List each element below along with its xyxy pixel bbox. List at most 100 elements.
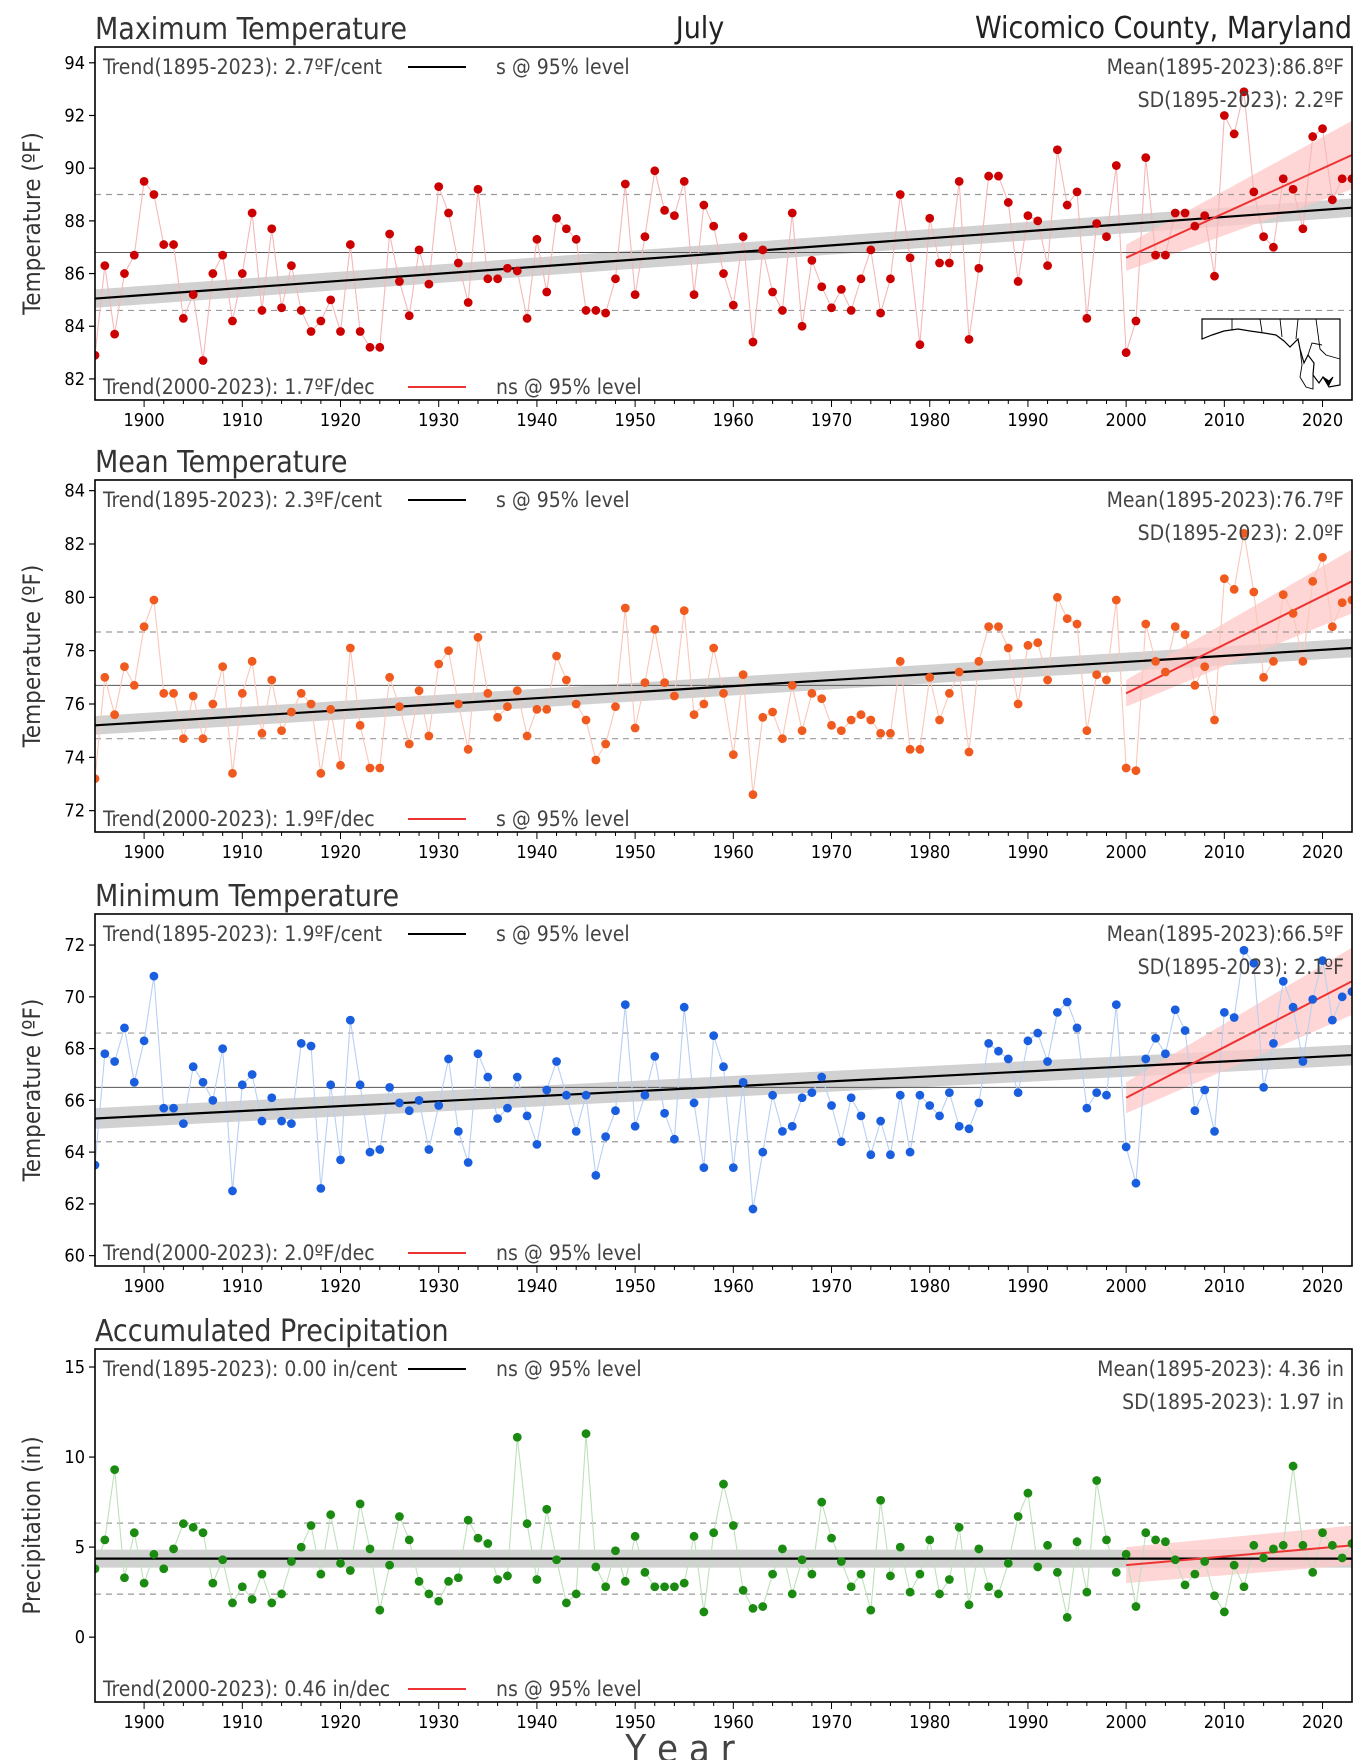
data-point <box>1052 592 1062 602</box>
data-point <box>218 1555 228 1565</box>
y-tick-label: 10 <box>64 1447 85 1468</box>
data-point <box>434 659 444 669</box>
data-point <box>1278 174 1288 184</box>
y-tick-label: 66 <box>64 1090 85 1111</box>
data-point <box>1141 1528 1151 1538</box>
data-point <box>169 688 178 698</box>
data-point <box>719 688 728 698</box>
data-point <box>611 702 620 712</box>
data-point <box>385 229 395 239</box>
data-point <box>650 1051 660 1061</box>
data-point <box>95 1564 100 1574</box>
data-point <box>483 1072 493 1082</box>
data-point <box>100 672 110 682</box>
data-point <box>1141 619 1151 629</box>
data-point <box>1259 1553 1269 1563</box>
data-point <box>689 290 699 300</box>
wicomico-county-highlight <box>1322 376 1334 386</box>
data-point <box>591 755 601 765</box>
data-point <box>287 1119 296 1129</box>
data-point <box>650 624 660 634</box>
data-point <box>876 308 886 318</box>
data-point <box>375 1145 385 1154</box>
data-point <box>984 1582 994 1592</box>
data-point <box>935 1589 944 1599</box>
data-point <box>1151 656 1160 666</box>
data-point <box>1111 1000 1121 1009</box>
data-point <box>650 1582 660 1592</box>
data-point <box>267 675 277 685</box>
data-point <box>1023 640 1033 650</box>
data-point <box>424 1145 434 1154</box>
data-point <box>1052 145 1062 155</box>
data-point <box>561 224 571 234</box>
data-point <box>817 282 827 292</box>
data-point <box>1003 1054 1013 1064</box>
data-point <box>100 261 110 271</box>
y-axis-label: Precipitation (in) <box>18 1436 46 1614</box>
plot-frame <box>94 1348 1353 1703</box>
data-point <box>758 712 768 722</box>
data-point <box>925 1535 935 1545</box>
data-point <box>1092 1476 1102 1485</box>
data-point <box>532 234 542 244</box>
data-point <box>925 1101 935 1110</box>
data-point <box>660 1582 669 1592</box>
data-point <box>778 306 787 315</box>
sd-text: SD(1895-2023): 2.0ºF <box>1138 521 1344 545</box>
x-tick-label: 1940 <box>516 410 557 431</box>
data-point <box>915 340 925 350</box>
data-point <box>601 739 611 749</box>
y-tick-label: 80 <box>64 587 85 608</box>
data-point <box>758 1602 768 1611</box>
y-tick-label: 84 <box>64 316 85 337</box>
data-point <box>1102 232 1111 242</box>
data-point <box>620 179 630 189</box>
data-point <box>120 1023 129 1033</box>
data-point <box>689 1531 699 1541</box>
data-point <box>827 1533 836 1543</box>
data-point <box>473 1533 483 1543</box>
chart-title: Accumulated Precipitation <box>95 1314 449 1349</box>
data-point <box>463 298 473 307</box>
data-point <box>797 1093 807 1103</box>
data-point <box>709 1031 719 1041</box>
data-point <box>336 1155 345 1165</box>
data-point <box>876 1495 886 1505</box>
data-point <box>728 1163 738 1173</box>
county-borders <box>1231 318 1341 390</box>
plot-area <box>95 528 1352 800</box>
short-trend-significance: s @ 95% level <box>496 807 630 831</box>
data-point <box>287 1557 296 1566</box>
data-point <box>807 1088 817 1097</box>
data-point <box>1298 656 1308 666</box>
data-point <box>1151 1535 1160 1545</box>
data-point <box>591 1562 601 1572</box>
data-point <box>1043 261 1052 271</box>
maryland-locator-map <box>1201 318 1341 390</box>
data-point <box>1062 614 1072 624</box>
data-point <box>836 284 846 294</box>
sd-text: SD(1895-2023): 2.1ºF <box>1138 955 1344 979</box>
data-point <box>630 1531 640 1541</box>
data-point <box>1052 1567 1062 1577</box>
data-point <box>493 1575 503 1584</box>
data-point <box>699 200 709 210</box>
data-point <box>1043 1540 1052 1550</box>
data-point <box>1013 277 1023 286</box>
data-point <box>296 1542 306 1552</box>
data-point <box>512 266 522 276</box>
data-point <box>395 1098 404 1108</box>
short-trend-line <box>1125 580 1352 695</box>
data-point <box>1170 622 1180 632</box>
data-point <box>1337 174 1347 184</box>
y-axis-label: Temperature (ºF) <box>18 999 46 1183</box>
data-point <box>326 704 336 714</box>
data-point <box>336 760 345 770</box>
data-point <box>660 678 669 688</box>
data-point <box>434 1596 444 1606</box>
data-point <box>964 335 974 344</box>
x-tick-label: 2020 <box>1302 1712 1343 1733</box>
x-tick-label: 2020 <box>1302 1276 1343 1297</box>
data-point <box>905 253 915 263</box>
